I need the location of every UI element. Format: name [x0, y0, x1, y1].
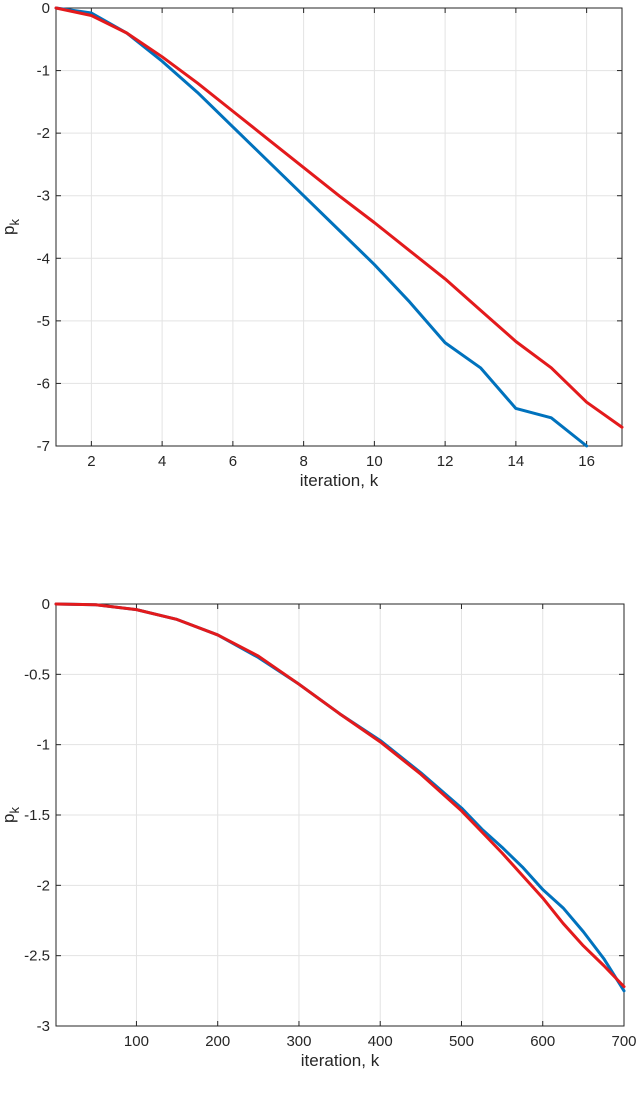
y-tick-label: -6 [37, 375, 50, 392]
y-axis-label-main: p [0, 814, 18, 823]
y-tick-label: -2 [37, 877, 50, 894]
x-axis-label: iteration, k [300, 471, 379, 490]
x-tick-label: 2 [87, 453, 95, 470]
y-tick-label: 0 [42, 0, 50, 17]
x-axis-label: iteration, k [301, 1051, 380, 1070]
series-line-1 [54, 6, 589, 448]
x-tick-label: 400 [368, 1033, 393, 1050]
y-tick-label: -5 [37, 313, 50, 330]
y-tick-label: -2 [37, 125, 50, 142]
y-tick-label: -3 [37, 1018, 50, 1035]
x-tick-label: 10 [366, 453, 383, 470]
y-tick-label: -0.5 [24, 666, 50, 683]
x-tick-label: 4 [158, 453, 166, 470]
y-tick-label: -1.5 [24, 807, 50, 824]
y-tick-label: -7 [37, 438, 50, 455]
chart-1: 2 4 6 8 10 12 14 16 0 -1 -2 -3 -4 -5 -6 -7 iteration, k p… [0, 0, 624, 490]
plot-frame [55, 7, 623, 447]
y-axis-label-subscript: k [7, 219, 22, 226]
x-tick-label: 700 [611, 1033, 636, 1050]
x-tick-label: 6 [229, 453, 237, 470]
x-tick-label: 200 [205, 1033, 230, 1050]
x-tick-label: 14 [508, 453, 525, 470]
series-line-1 [54, 602, 626, 993]
y-axis-label: pk [0, 807, 22, 823]
x-tick-label: 12 [437, 453, 454, 470]
x-tick-label: 16 [578, 453, 595, 470]
chart-2: 100 200 300 400 500 600 700 0 -0.5 -1 -1.5 -2 -2.5 -3… [0, 596, 637, 1070]
y-tick-label: -1 [37, 63, 50, 80]
y-axis-label: pk [0, 219, 22, 235]
y-tick-label: 0 [42, 596, 50, 613]
series-line-2 [54, 6, 624, 429]
y-tick-label: -4 [37, 250, 50, 267]
y-axis-label-main: p [0, 226, 18, 235]
x-tick-label: 500 [449, 1033, 474, 1050]
x-tick-label: 8 [299, 453, 307, 470]
y-tick-label: -3 [37, 188, 50, 205]
y-axis-label-subscript: k [7, 807, 22, 814]
y-tick-label: -2.5 [24, 948, 50, 965]
x-tick-label: 300 [286, 1033, 311, 1050]
x-tick-label: 100 [124, 1033, 149, 1050]
series-line-2 [54, 602, 626, 989]
y-tick-label: -1 [37, 737, 50, 754]
x-tick-label: 600 [530, 1033, 555, 1050]
